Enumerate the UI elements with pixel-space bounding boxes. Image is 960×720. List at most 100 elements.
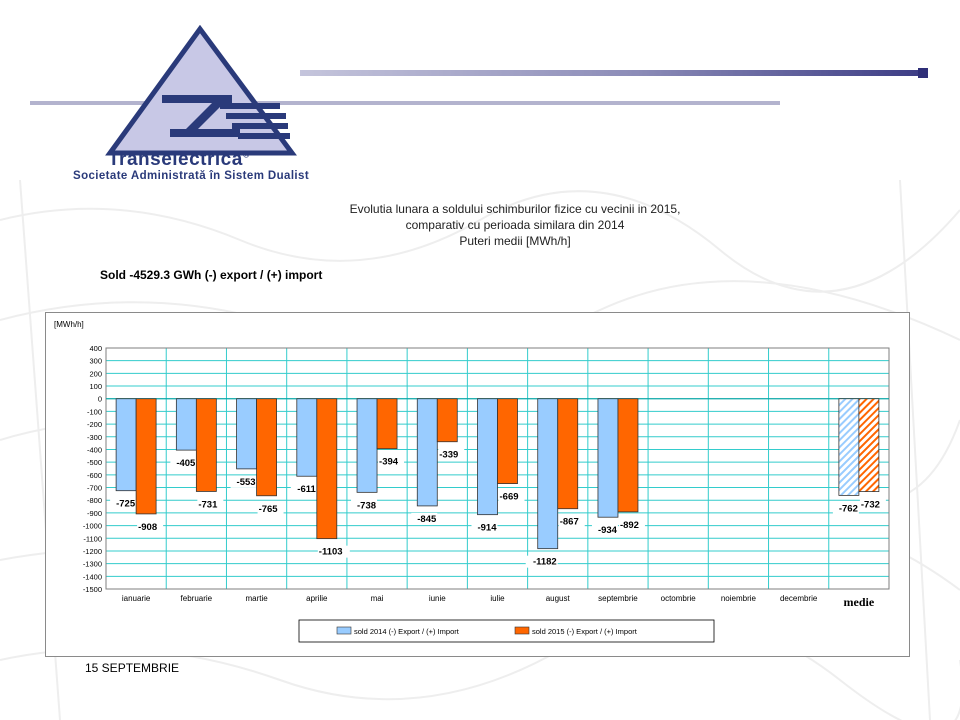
data-label-2014-medie: -762 — [839, 503, 858, 514]
bar-2014-iunie — [416, 398, 438, 507]
data-label-bg — [137, 520, 164, 533]
legend-label-2014: sold 2014 (-) Export / (+) Import — [354, 627, 460, 636]
data-label-bg — [525, 555, 558, 568]
x-category-label: iulie — [490, 594, 505, 603]
data-label-bg — [859, 498, 886, 511]
data-label-2014-iulie: -914 — [477, 523, 497, 534]
bar-2015-martie — [256, 398, 277, 497]
bar-2014-august — [537, 398, 559, 550]
sold-summary: Sold -4529.3 GWh (-) export / (+) import — [100, 268, 323, 282]
bar-2014-iulie — [477, 398, 498, 516]
bar-2014-aprilie — [296, 398, 318, 477]
y-tick-label: 400 — [89, 344, 102, 353]
data-label-bg — [170, 457, 197, 470]
x-category-label: octombrie — [661, 594, 697, 603]
header-line-left — [30, 101, 780, 105]
y-tick-label: -800 — [87, 496, 102, 505]
data-label-bg — [498, 490, 525, 503]
x-category-label: noiembrie — [721, 594, 757, 603]
x-category-label: iunie — [429, 594, 446, 603]
x-category-label: martie — [245, 594, 268, 603]
data-label-2015-iunie: -339 — [439, 450, 458, 461]
data-label-2015-aprilie: -1103 — [319, 547, 343, 558]
y-tick-label: -1400 — [83, 572, 102, 581]
x-category-label: aprilie — [306, 594, 328, 603]
data-label-2014-mai: -738 — [357, 500, 376, 511]
y-tick-label: -1100 — [83, 534, 102, 543]
header-line-right — [300, 70, 920, 76]
data-label-bg — [351, 499, 378, 512]
data-label-bg — [197, 498, 224, 511]
data-label-2015-iulie: -669 — [500, 492, 519, 503]
data-label-2015-august: -867 — [560, 517, 579, 528]
bar-chart: [MWh/h]-1500-1400-1300-1200-1100-1000-90… — [54, 320, 890, 643]
y-tick-label: -1200 — [83, 547, 102, 556]
y-unit-label: [MWh/h] — [54, 320, 84, 329]
data-label-2015-mai: -394 — [379, 457, 399, 468]
data-label-2014-septembrie: -934 — [598, 525, 618, 536]
y-tick-label: 200 — [89, 369, 102, 378]
data-label-2015-martie: -765 — [259, 504, 279, 515]
x-category-label: medie — [844, 595, 875, 609]
data-label-bg — [110, 497, 137, 510]
data-label-bg — [832, 502, 859, 515]
company-subtitle: Societate Administrată în Sistem Dualist — [73, 170, 310, 182]
bar-2014-medie — [838, 398, 860, 496]
y-tick-label: -100 — [87, 407, 102, 416]
y-tick-label: -1000 — [83, 522, 102, 531]
legend-label-2015: sold 2015 (-) Export / (+) Import — [532, 627, 638, 636]
y-tick-label: -900 — [87, 509, 102, 518]
bar-2014-martie — [236, 398, 257, 470]
bar-2015-iunie — [436, 398, 458, 443]
data-label-2014-aprilie: -611 — [297, 484, 316, 495]
data-label-bg — [591, 524, 618, 537]
data-label-2014-august: -1182 — [533, 557, 557, 568]
title-line-3: Puteri medii [MWh/h] — [459, 234, 571, 248]
transelectrica-logo — [105, 25, 297, 156]
title-line-2: comparativ cu perioada similara din 2014 — [405, 218, 625, 232]
x-category-label: august — [546, 594, 571, 603]
legend-swatch-2015 — [514, 626, 530, 635]
x-category-label: mai — [371, 594, 384, 603]
data-label-bg — [411, 512, 438, 525]
data-label-bg — [257, 502, 284, 515]
bar-2015-mai — [376, 398, 398, 450]
y-tick-label: 100 — [89, 382, 102, 391]
header-line-cap — [918, 68, 928, 78]
y-tick-label: -1300 — [83, 560, 102, 569]
bar-2015-februarie — [195, 398, 217, 492]
y-tick-label: -700 — [87, 484, 102, 493]
x-category-label: ianuarie — [122, 594, 151, 603]
data-label-2015-septembrie: -892 — [620, 520, 639, 531]
bar-2014-mai — [356, 398, 378, 493]
data-label-2015-ianuarie: -908 — [138, 522, 157, 533]
data-label-bg — [471, 521, 498, 534]
bar-2015-august — [557, 398, 579, 510]
bar-2015-iulie — [497, 398, 518, 484]
x-category-label: septembrie — [598, 594, 638, 603]
bar-2015-septembrie — [617, 398, 639, 513]
y-tick-label: 300 — [89, 357, 102, 366]
data-label-2014-februarie: -405 — [176, 458, 196, 469]
x-category-label: decembrie — [780, 594, 818, 603]
data-label-bg — [558, 515, 585, 528]
bar-2015-aprilie — [316, 398, 338, 540]
y-tick-label: -400 — [87, 445, 102, 454]
data-label-2014-iunie: -845 — [417, 514, 437, 525]
data-label-2014-ianuarie: -725 — [116, 499, 136, 510]
legend-swatch-2014 — [336, 626, 352, 635]
bar-2014-septembrie — [597, 398, 619, 518]
data-label-bg — [290, 483, 317, 496]
data-label-2014-martie: -553 — [237, 477, 256, 488]
registered-mark: ® — [242, 149, 250, 160]
data-label-bg — [438, 448, 465, 461]
legend — [298, 619, 715, 643]
y-tick-label: -200 — [87, 420, 102, 429]
y-tick-label: -500 — [87, 458, 102, 467]
plot-area — [105, 347, 890, 590]
y-tick-label: -1500 — [83, 585, 102, 594]
y-tick-label: 0 — [98, 395, 102, 404]
data-label-2015-februarie: -731 — [198, 499, 218, 510]
data-label-2015-medie: -732 — [861, 500, 880, 511]
x-category-label: februarie — [181, 594, 213, 603]
